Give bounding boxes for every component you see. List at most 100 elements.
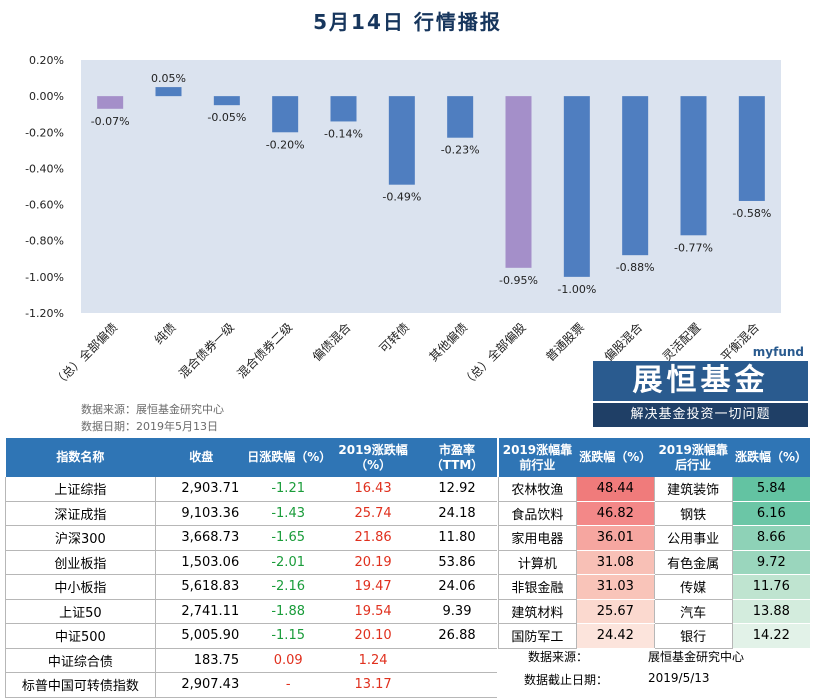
table-cell: 标普中国可转债指数 [5,672,156,698]
table-cell: 25.74 [329,501,418,526]
x-tick-label: 其他偏债 [426,320,471,365]
data-label: 0.05% [151,72,186,85]
y-tick-label: -0.20% [25,126,64,139]
table-cell: 6.16 [732,501,810,526]
logo: myfund 展恒基金 解决基金投资一切问题 [593,345,808,433]
table-row: 农林牧渔 48.44 建筑装饰 5.84 [498,477,810,502]
x-tick-label: 纯债 [152,320,179,347]
table-cell: 9.72 [732,550,810,575]
table-row: 非银金融 31.03 传媒 11.76 [498,574,810,600]
table-row: 建筑材料 25.67 汽车 13.88 [498,599,810,624]
table-cell: 13.88 [732,599,810,624]
x-tick-label: 偏债混合 [309,320,354,365]
col-header: 收盘 [155,438,248,477]
table-cell: 建筑装饰 [653,477,733,502]
table-cell: 3,668.73 [155,525,248,551]
table-cell: 36.01 [576,525,655,551]
table-row: 中小板指 5,618.83 -2.16 19.47 24.06 [5,574,497,600]
table-cell: 建筑材料 [498,599,577,624]
table-cell: 24.06 [417,574,497,600]
y-tick-label: -0.60% [25,199,64,212]
table-row: 上证综指 2,903.71 -1.21 16.43 12.92 [5,477,497,502]
data-label: -0.77% [674,241,713,254]
table-row: 中证综合债 183.75 0.09 1.24 [5,648,497,673]
table-cell: 传媒 [653,574,733,600]
table-cell: 9,103.36 [155,501,248,526]
table-cell [417,672,497,698]
table-cell: 48.44 [576,477,655,502]
col-header: 日涨跌幅（%） [247,438,331,477]
table-cell: 5.84 [732,477,810,502]
data-label: -0.14% [324,127,363,140]
bar [622,96,649,256]
table-cell: -2.16 [247,574,330,600]
y-tick-label: -0.80% [25,235,64,248]
table-cell: 公用事业 [653,525,733,551]
index-table: 指数名称 收盘 日涨跌幅（%） 2019涨跌幅（%） 市盈率（TTM） 上证综指… [5,438,497,698]
data-label: -0.20% [266,138,305,151]
y-tick-label: 0.00% [29,90,64,103]
footer-date-label: 数据截止日期： [524,673,609,687]
table-cell: 上证50 [5,599,156,624]
page-title: 5月14日 行情播报 [313,10,502,34]
footer-source-value: 展恒基金研究中心 [648,650,745,664]
data-label: -0.07% [91,115,130,128]
bar [272,96,299,133]
table-cell: 25.67 [576,599,655,624]
table-cell: 国防军工 [498,623,577,649]
table-cell: 31.08 [576,550,655,575]
logo-slogan: 解决基金投资一切问题 [593,403,808,427]
table-cell: 12.92 [417,477,497,502]
table-cell: 11.76 [732,574,810,600]
table-cell: -1.15 [247,623,330,649]
footer-date-value: 2019/5/13 [648,671,710,685]
y-tick-label: -0.40% [25,162,64,175]
table-cell: 1,503.06 [155,550,248,575]
industry-table: 2019涨幅靠前行业 涨跌幅（%） 2019涨幅靠后行业 涨跌幅（%） 农林牧渔… [498,438,810,649]
table-cell: 银行 [653,623,733,649]
table-cell: 农林牧渔 [498,477,577,502]
x-tick-label: 混合债券二级 [234,320,296,382]
data-label: -1.00% [557,283,596,296]
table-cell: 5,005.90 [155,623,248,649]
x-tick-label: （总）全部偏债 [50,320,120,390]
industry-table-header: 2019涨幅靠前行业 涨跌幅（%） 2019涨幅靠后行业 涨跌幅（%） [498,438,810,477]
table-row: 中证500 5,005.90 -1.15 20.10 26.88 [5,623,497,649]
table-cell: 46.82 [576,501,655,526]
x-tick-label: 普通股票 [543,320,587,364]
bar [505,96,532,268]
plot-area [81,60,781,313]
table-row: 深证成指 9,103.36 -1.43 25.74 24.18 [5,501,497,526]
col-header: 2019涨幅靠前行业 [498,438,577,477]
table-cell: 1.24 [329,648,418,673]
table-cell: 14.22 [732,623,810,649]
bar [447,96,474,138]
table-row: 计算机 31.08 有色金属 9.72 [498,550,810,575]
table-cell: 0.09 [247,648,330,673]
table-cell: 8.66 [732,525,810,551]
table-cell: 钢铁 [653,501,733,526]
y-tick-label: 0.20% [29,54,64,67]
table-row: 沪深300 3,668.73 -1.65 21.86 11.80 [5,525,497,551]
col-header: 指数名称 [5,438,156,477]
table-cell: 沪深300 [5,525,156,551]
data-label: -0.58% [732,207,771,220]
table-cell: 53.86 [417,550,497,575]
table-cell: 16.43 [329,477,418,502]
col-header: 2019涨跌幅（%） [329,438,418,477]
footer-source-label: 数据来源： [528,650,589,664]
table-cell: 家用电器 [498,525,577,551]
bar [97,96,124,109]
table-cell: 2,741.11 [155,599,248,624]
table-cell: 汽车 [653,599,733,624]
table-row: 创业板指 1,503.06 -2.01 20.19 53.86 [5,550,497,575]
bar [563,96,590,277]
data-label: -0.23% [441,144,480,157]
col-header: 市盈率（TTM） [417,438,497,477]
table-cell: -1.65 [247,525,330,551]
table-cell: 有色金属 [653,550,733,575]
table-cell: -1.88 [247,599,330,624]
table-cell: -1.21 [247,477,330,502]
bar [330,96,357,122]
bar [155,87,182,97]
